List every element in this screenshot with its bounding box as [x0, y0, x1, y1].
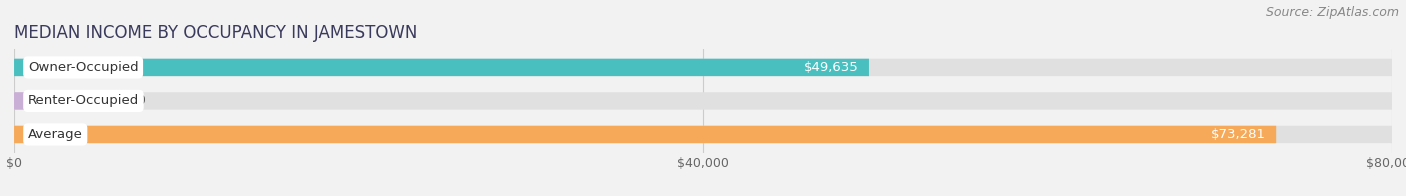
FancyBboxPatch shape: [14, 126, 1392, 143]
Text: $49,635: $49,635: [804, 61, 859, 74]
Text: Renter-Occupied: Renter-Occupied: [28, 94, 139, 107]
Text: Owner-Occupied: Owner-Occupied: [28, 61, 138, 74]
FancyBboxPatch shape: [14, 92, 108, 110]
FancyBboxPatch shape: [14, 92, 1392, 110]
FancyBboxPatch shape: [14, 59, 869, 76]
Text: $73,281: $73,281: [1211, 128, 1265, 141]
FancyBboxPatch shape: [14, 59, 1392, 76]
Text: $0: $0: [129, 94, 146, 107]
Text: Source: ZipAtlas.com: Source: ZipAtlas.com: [1265, 6, 1399, 19]
Text: Average: Average: [28, 128, 83, 141]
Text: MEDIAN INCOME BY OCCUPANCY IN JAMESTOWN: MEDIAN INCOME BY OCCUPANCY IN JAMESTOWN: [14, 24, 418, 42]
FancyBboxPatch shape: [14, 126, 1277, 143]
